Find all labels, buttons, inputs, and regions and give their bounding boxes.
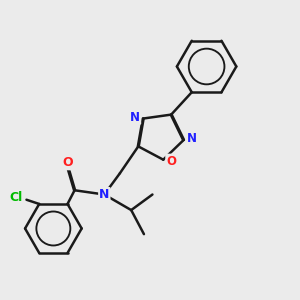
- Text: O: O: [62, 156, 73, 169]
- Text: N: N: [99, 188, 110, 201]
- Text: Cl: Cl: [9, 191, 22, 204]
- Text: O: O: [166, 154, 176, 168]
- Text: N: N: [187, 132, 196, 145]
- Text: N: N: [130, 111, 140, 124]
